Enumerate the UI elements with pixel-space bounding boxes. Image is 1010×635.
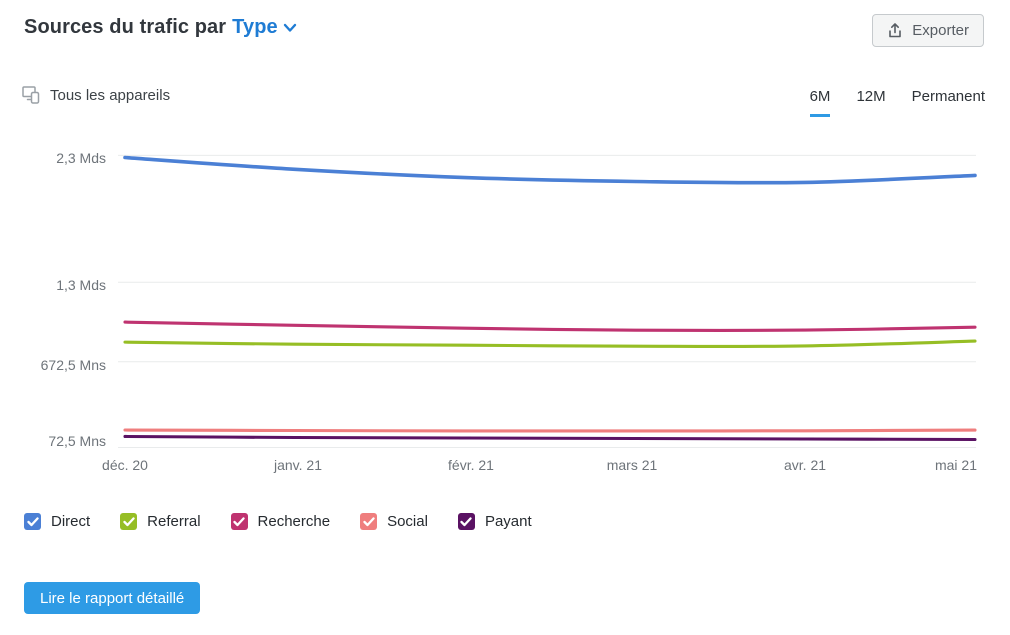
y-tick-label: 1,3 Mds (56, 277, 106, 294)
legend-label: Payant (484, 513, 532, 530)
tab-permanent[interactable]: Permanent (911, 88, 985, 105)
chevron-down-icon (283, 23, 296, 32)
y-tick-label: 72,5 Mns (48, 432, 106, 449)
period-tabs: 6M 12M Permanent (809, 88, 985, 117)
page-title-text: Sources du trafic par (24, 16, 227, 38)
devices-filter-label: Tous les appareils (50, 86, 171, 104)
traffic-line-chart (118, 154, 977, 448)
legend-label: Direct (51, 513, 91, 530)
legend-label: Social (387, 513, 428, 530)
series-line-recherche (123, 320, 977, 332)
x-tick-label: déc. 20 (102, 457, 148, 473)
y-tick-label: 672,5 Mns (40, 356, 106, 373)
y-tick-label: 2,3 Mds (56, 150, 106, 167)
legend-item-recherche[interactable]: Recherche (230, 513, 331, 530)
type-dropdown-label: Type (232, 16, 278, 38)
series-line-direct (123, 155, 977, 185)
series-line-referral (123, 339, 977, 348)
series-line-payant (123, 434, 977, 442)
checkbox-checked-icon[interactable] (24, 513, 41, 530)
export-button[interactable]: Exporter (872, 14, 984, 47)
x-tick-label: mars 21 (606, 457, 658, 473)
legend-item-direct[interactable]: Direct (24, 513, 90, 530)
legend-item-payant[interactable]: Payant (457, 513, 532, 530)
export-button-label: Exporter (912, 22, 969, 39)
all-devices-icon (22, 86, 40, 104)
tab-6m[interactable]: 6M (809, 88, 831, 117)
devices-filter[interactable]: Tous les appareils (22, 86, 170, 104)
legend-label: Referral (147, 513, 201, 530)
detailed-report-button[interactable]: Lire le rapport détaillé (24, 582, 201, 614)
series-line-social (123, 428, 977, 433)
checkbox-checked-icon[interactable] (360, 513, 378, 530)
tab-12m[interactable]: 12M (856, 88, 886, 105)
x-tick-label: janv. 21 (274, 457, 322, 473)
chart-legend: Direct Referral Recherche Social Payant (24, 513, 532, 530)
page-title: Sources du trafic par Type (24, 16, 297, 39)
legend-item-social[interactable]: Social (360, 513, 428, 530)
legend-label: Recherche (257, 513, 331, 530)
export-icon (889, 23, 902, 38)
x-tick-label: mai 21 (934, 457, 978, 473)
legend-item-referral[interactable]: Referral (120, 513, 201, 530)
x-tick-label: avr. 21 (783, 457, 827, 473)
checkbox-checked-icon[interactable] (230, 513, 248, 530)
checkbox-checked-icon[interactable] (120, 513, 138, 530)
x-tick-label: févr. 21 (448, 457, 494, 473)
checkbox-checked-icon[interactable] (457, 513, 475, 530)
type-dropdown[interactable]: Type (232, 16, 297, 39)
